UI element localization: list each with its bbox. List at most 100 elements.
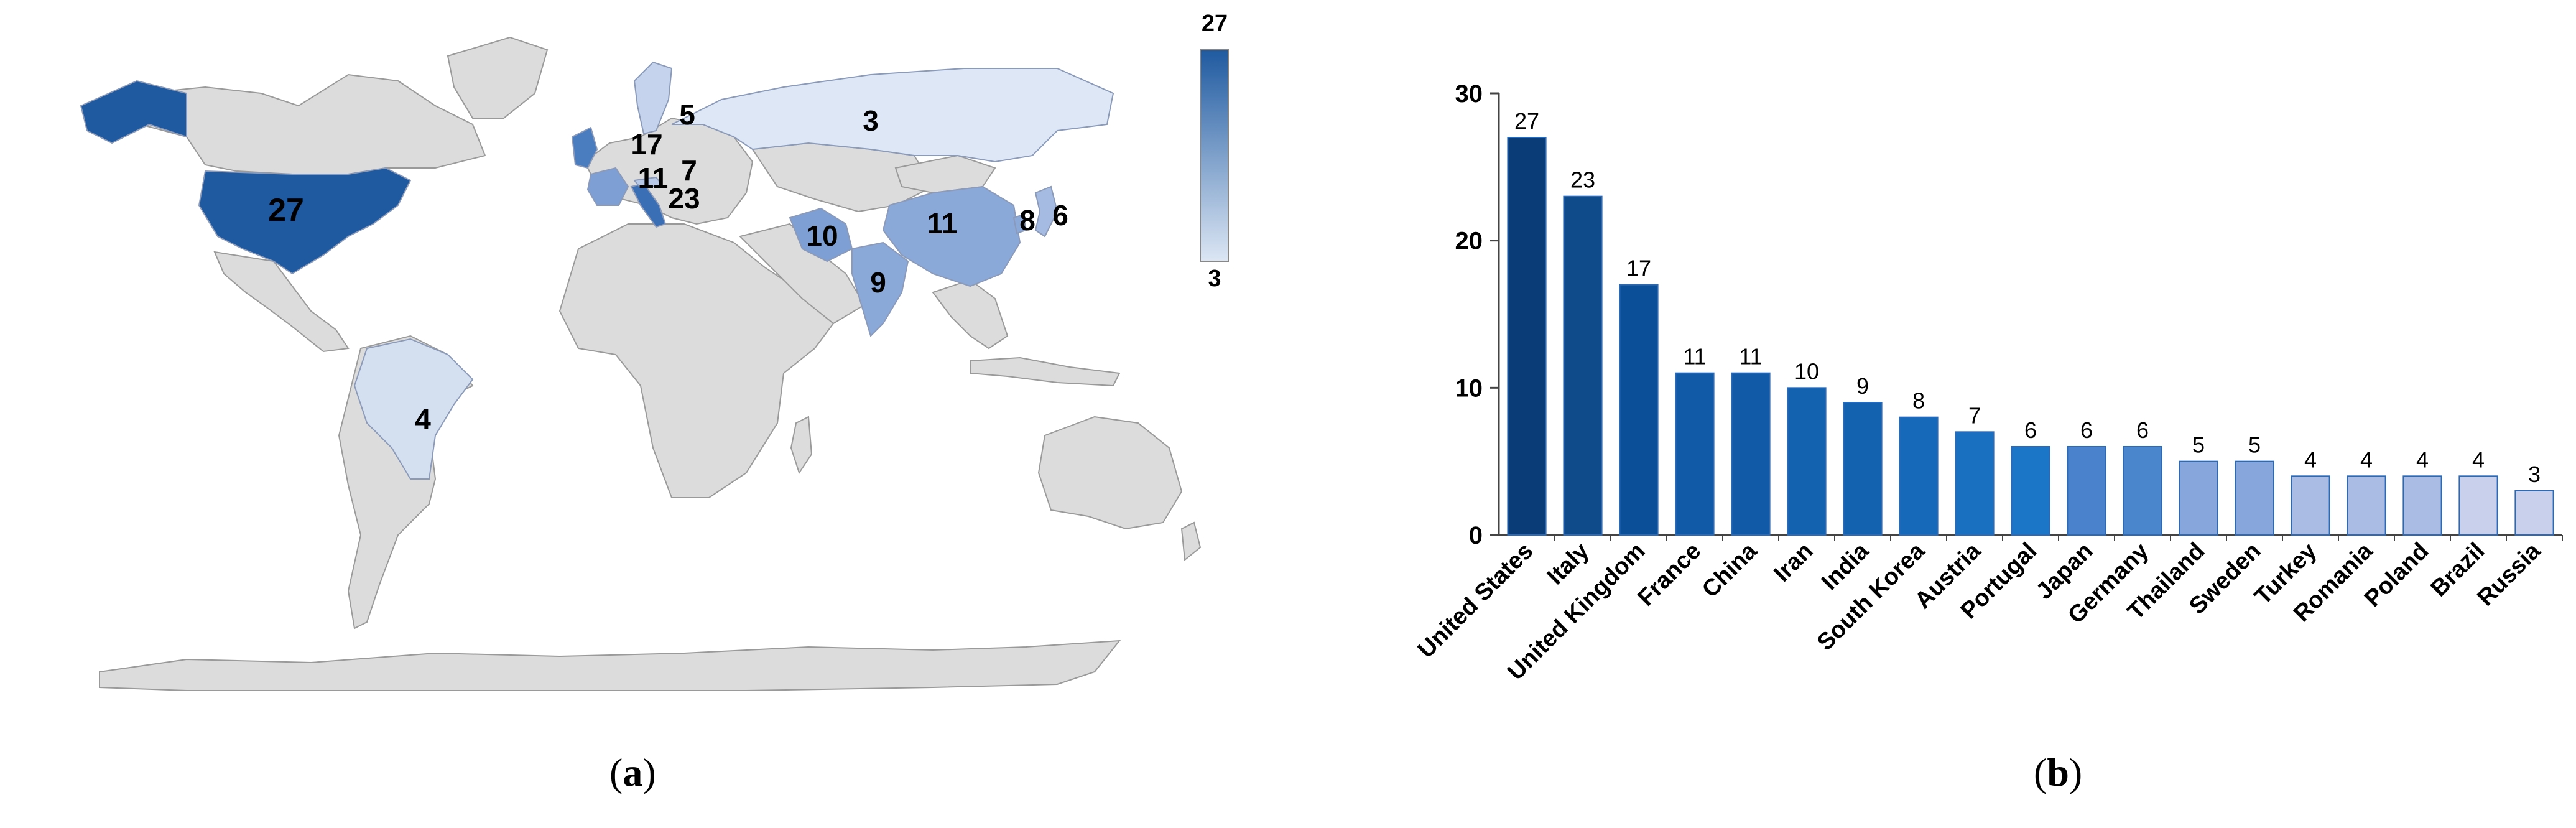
bar-value-label: 4 bbox=[2416, 447, 2429, 472]
africa-shape bbox=[558, 223, 835, 498]
bar-value-label: 4 bbox=[2472, 447, 2485, 472]
legend-min-label: 3 bbox=[1208, 266, 1221, 292]
bar bbox=[1843, 402, 1883, 536]
bar-value-label: 8 bbox=[1912, 388, 1925, 414]
map-label-austria: 7 bbox=[681, 154, 697, 187]
map-legend: 27 3 bbox=[1200, 11, 1229, 292]
x-tick-label: Russia bbox=[2473, 537, 2546, 611]
highlighted-countries bbox=[80, 61, 1114, 480]
bar bbox=[2011, 446, 2050, 536]
bar bbox=[2291, 475, 2330, 536]
map-label-china: 11 bbox=[927, 207, 958, 240]
bar-value-label: 7 bbox=[1968, 402, 1981, 428]
russia-shape bbox=[671, 68, 1114, 163]
bar bbox=[2235, 460, 2274, 536]
south-korea-shape bbox=[1012, 213, 1027, 235]
legend-max-label: 27 bbox=[1202, 11, 1228, 37]
bar-value-label: 4 bbox=[2360, 447, 2373, 472]
bar-value-label: 3 bbox=[2528, 462, 2541, 487]
new-zealand-shape bbox=[1180, 521, 1202, 561]
y-tick-label: 20 bbox=[1455, 228, 1483, 255]
bar-chart-panel: 0 10 20 30 27 23 17 11 11 10 9 8 7 6 6 6 5 5 4 4 4 4 3 United… bbox=[1318, 0, 2576, 828]
legend-color-bar bbox=[1200, 49, 1229, 262]
x-tick-label: France bbox=[1633, 538, 1707, 612]
caption-a-letter: a bbox=[623, 750, 643, 794]
australia-shape bbox=[1037, 416, 1183, 530]
x-tick-label: Poland bbox=[2360, 538, 2434, 612]
x-tick-label: China bbox=[1697, 537, 1763, 603]
greenland-shape bbox=[447, 36, 549, 119]
bar bbox=[1731, 372, 1771, 536]
bar-value-label: 17 bbox=[1626, 256, 1651, 281]
map-panel: 27 3 27 4 3 5 17 11 7 23 10 11 9 8 6 (a) bbox=[0, 0, 1281, 828]
y-tick-label: 0 bbox=[1469, 522, 1483, 549]
bar-value-label: 6 bbox=[2024, 417, 2037, 443]
bar bbox=[1507, 137, 1547, 536]
bar-value-label: 11 bbox=[1683, 344, 1706, 370]
bar-value-label: 6 bbox=[2080, 417, 2093, 443]
bar-value-label: 5 bbox=[2192, 432, 2205, 458]
canada-shape bbox=[104, 73, 486, 175]
caption-b: (b) bbox=[2034, 750, 2083, 794]
caption-a: (a) bbox=[609, 750, 656, 794]
bar bbox=[2179, 460, 2218, 536]
mexico-shape bbox=[213, 251, 350, 353]
bar bbox=[2347, 475, 2386, 536]
map-label-russia: 3 bbox=[863, 105, 879, 137]
bar-value-label: 23 bbox=[1570, 167, 1595, 193]
bar bbox=[2514, 490, 2554, 536]
bar bbox=[2402, 475, 2442, 536]
united-states-shape bbox=[198, 167, 412, 275]
united-kingdom-shape bbox=[571, 126, 598, 169]
alaska-shape bbox=[80, 80, 187, 144]
bar bbox=[1619, 284, 1659, 536]
bar-chart-bars bbox=[1507, 137, 2554, 536]
bar-value-label: 9 bbox=[1856, 373, 1869, 399]
map-value-labels: 27 4 3 5 17 11 7 23 10 11 9 8 6 bbox=[268, 98, 1068, 435]
bar bbox=[2123, 446, 2162, 536]
brazil-shape bbox=[353, 338, 474, 480]
map-label-sweden: 5 bbox=[679, 98, 695, 131]
bar-value-label: 11 bbox=[1739, 344, 1762, 370]
map-label-brazil: 4 bbox=[415, 403, 431, 435]
austria-shape bbox=[633, 176, 664, 189]
bar-chart: 0 10 20 30 27 23 17 11 11 10 9 8 7 6 6 6 5 5 4 4 4 4 3 United… bbox=[1413, 80, 2563, 686]
bar-value-label: 5 bbox=[2248, 432, 2261, 458]
bar bbox=[1675, 372, 1715, 536]
bar bbox=[1563, 195, 1603, 536]
bar bbox=[1899, 416, 1939, 536]
world-choropleth-map: 27 3 27 4 3 5 17 11 7 23 10 11 9 8 6 bbox=[80, 11, 1229, 691]
indonesia-shape bbox=[970, 356, 1121, 387]
map-label-japan: 6 bbox=[1052, 199, 1068, 231]
bar bbox=[1787, 387, 1827, 536]
map-label-france: 11 bbox=[638, 162, 669, 194]
japan-shape bbox=[1034, 185, 1059, 238]
caption-b-letter: b bbox=[2047, 750, 2069, 794]
x-tick-label: United States bbox=[1413, 538, 1538, 663]
map-label-india: 9 bbox=[870, 266, 886, 299]
france-shape bbox=[586, 167, 629, 206]
southeast-asia-shape bbox=[932, 279, 1009, 350]
bar bbox=[2067, 446, 2106, 536]
x-tick-label: Italy bbox=[1542, 538, 1594, 590]
bar-value-label: 10 bbox=[1794, 358, 1819, 384]
x-tick-label: Iran bbox=[1769, 538, 1818, 587]
map-label-south-korea: 8 bbox=[1019, 204, 1035, 236]
y-tick-label: 30 bbox=[1455, 80, 1483, 108]
bar bbox=[1955, 431, 1995, 536]
india-shape bbox=[851, 241, 909, 337]
bar-value-label: 6 bbox=[2136, 417, 2149, 443]
y-tick-label: 10 bbox=[1455, 374, 1483, 402]
bar-value-label: 4 bbox=[2304, 447, 2317, 472]
map-label-italy: 23 bbox=[668, 182, 700, 215]
bar-value-label: 27 bbox=[1514, 108, 1539, 134]
china-shape bbox=[882, 185, 1021, 287]
antarctica-shape bbox=[99, 640, 1121, 691]
sweden-shape bbox=[633, 61, 673, 135]
map-label-united-kingdom: 17 bbox=[631, 128, 662, 160]
bar-chart-value-labels: 27 23 17 11 11 10 9 8 7 6 6 6 5 5 4 4 4 4 3 bbox=[1514, 108, 2541, 487]
map-label-iran: 10 bbox=[806, 220, 838, 252]
land-masses bbox=[99, 36, 1202, 691]
bar bbox=[2458, 475, 2498, 536]
